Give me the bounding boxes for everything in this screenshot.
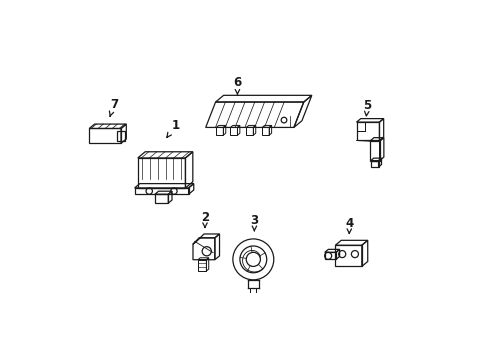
Text: 1: 1	[166, 119, 180, 138]
Text: 2: 2	[201, 211, 209, 228]
Text: 5: 5	[363, 99, 371, 116]
Text: 4: 4	[345, 217, 353, 233]
Bar	[117, 131, 124, 141]
Text: 7: 7	[109, 98, 118, 116]
Text: 3: 3	[250, 214, 258, 230]
Text: 6: 6	[233, 76, 241, 95]
